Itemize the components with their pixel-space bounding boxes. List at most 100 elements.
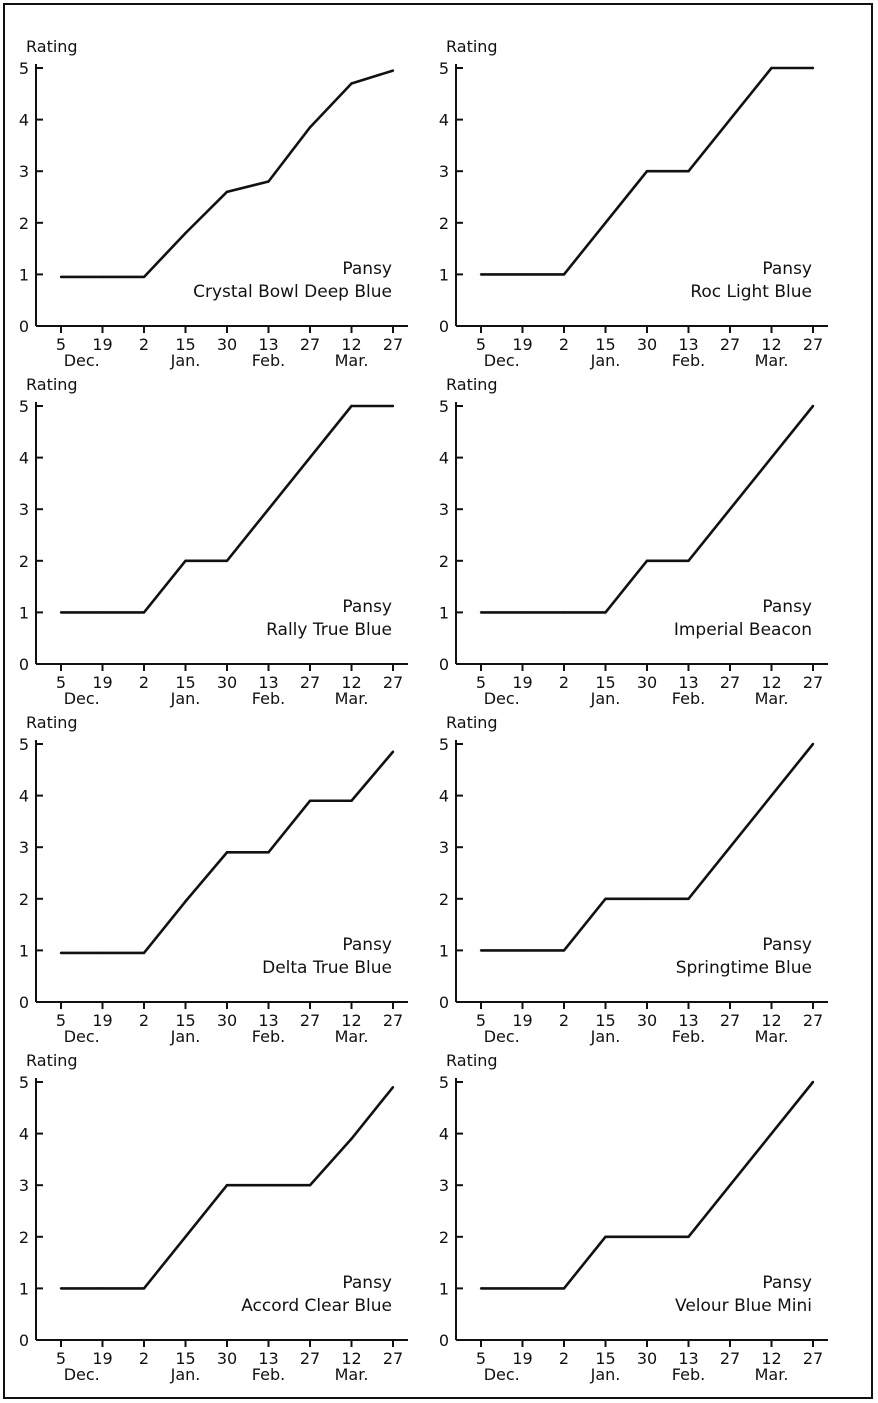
y-tick-label: 2 (439, 214, 449, 233)
chart-title: Pansy (342, 935, 392, 955)
data-point (101, 611, 104, 614)
month-label: Dec. (64, 1027, 100, 1046)
x-tick-label: 30 (637, 1011, 657, 1030)
y-tick-label: 4 (19, 111, 29, 130)
x-tick-label: 5 (476, 673, 486, 692)
data-point (728, 846, 732, 849)
month-label: Jan. (590, 351, 621, 370)
x-tick-label: 12 (761, 335, 781, 354)
data-point (184, 231, 187, 235)
data-point (687, 897, 690, 900)
y-tick-label: 0 (19, 993, 29, 1012)
data-point (142, 275, 146, 279)
y-tick-label: 0 (439, 655, 449, 674)
x-tick-label: 2 (139, 673, 149, 692)
data-point (645, 1235, 649, 1239)
x-tick-label: 12 (341, 1011, 361, 1030)
y-axis-label: Rating (26, 1051, 78, 1070)
x-tick-label: 15 (595, 1011, 615, 1030)
data-point (225, 559, 229, 562)
y-tick-label: 1 (439, 941, 449, 960)
y-tick-label: 5 (439, 59, 449, 78)
y-tick-label: 4 (439, 1125, 449, 1144)
data-point (308, 1184, 312, 1187)
data-point (267, 1184, 270, 1187)
x-tick-label: 27 (300, 1349, 320, 1368)
data-point (811, 66, 815, 70)
chart-subtitle: Springtime Blue (676, 958, 812, 978)
data-point (391, 1085, 395, 1089)
data-point (562, 611, 566, 614)
chart-title: Pansy (762, 597, 812, 617)
y-tick-label: 0 (19, 1331, 29, 1350)
data-point (479, 611, 483, 614)
y-tick-label: 4 (439, 449, 449, 468)
y-tick-label: 3 (439, 162, 449, 181)
data-point (184, 1235, 187, 1239)
x-tick-label: 30 (217, 335, 237, 354)
y-tick-label: 0 (439, 317, 449, 336)
x-tick-label: 19 (512, 673, 532, 692)
y-tick-label: 0 (19, 317, 29, 336)
series-line (481, 405, 815, 614)
data-point (687, 559, 690, 562)
x-tick-label: 13 (678, 335, 698, 354)
x-tick-label: 13 (678, 673, 698, 692)
month-label: Mar. (755, 1027, 789, 1046)
x-tick-label: 27 (720, 1011, 740, 1030)
month-label: Dec. (64, 689, 100, 708)
x-tick-label: 30 (217, 673, 237, 692)
series-line (61, 69, 394, 279)
data-point (308, 126, 312, 129)
y-tick-label: 1 (19, 1279, 29, 1298)
x-tick-label: 5 (476, 335, 486, 354)
data-point (59, 611, 63, 614)
x-tick-label: 13 (258, 335, 278, 354)
chart-title: Pansy (342, 259, 392, 279)
data-point (604, 897, 607, 900)
chart-subtitle: Rally True Blue (266, 620, 392, 640)
series-line (61, 1086, 395, 1290)
y-tick-label: 5 (439, 735, 449, 754)
data-point (350, 82, 353, 85)
data-point (101, 1287, 104, 1290)
month-label: Feb. (672, 351, 705, 370)
data-point (811, 404, 815, 408)
y-axis-label: Rating (446, 713, 498, 732)
x-tick-label: 2 (559, 335, 569, 354)
x-tick-label: 27 (803, 1349, 823, 1368)
x-tick-label: 19 (512, 335, 532, 354)
chart-subtitle: Delta True Blue (262, 958, 392, 978)
month-label: Feb. (252, 689, 285, 708)
month-label: Mar. (335, 351, 369, 370)
y-tick-label: 1 (19, 265, 29, 284)
y-tick-label: 0 (439, 1331, 449, 1350)
month-label: Dec. (484, 689, 520, 708)
chart-subtitle: Crystal Bowl Deep Blue (193, 282, 392, 302)
x-tick-label: 15 (175, 1349, 195, 1368)
month-label: Feb. (672, 1027, 705, 1046)
data-point (604, 611, 607, 614)
x-tick-label: 27 (300, 1011, 320, 1030)
x-tick-label: 15 (595, 673, 615, 692)
y-tick-label: 1 (439, 265, 449, 284)
x-tick-label: 30 (637, 335, 657, 354)
x-tick-label: 12 (761, 1349, 781, 1368)
data-point (101, 275, 104, 279)
x-tick-label: 5 (56, 1011, 66, 1030)
data-point (770, 1132, 773, 1135)
data-point (687, 1235, 690, 1239)
y-tick-label: 4 (439, 787, 449, 806)
month-label: Feb. (672, 1365, 705, 1384)
series-line (481, 1081, 815, 1290)
data-point (101, 951, 104, 955)
month-label: Jan. (170, 1027, 201, 1046)
x-tick-label: 13 (258, 1349, 278, 1368)
chart-title: Pansy (762, 935, 812, 955)
x-tick-label: 19 (92, 1349, 112, 1368)
x-tick-label: 15 (595, 1349, 615, 1368)
